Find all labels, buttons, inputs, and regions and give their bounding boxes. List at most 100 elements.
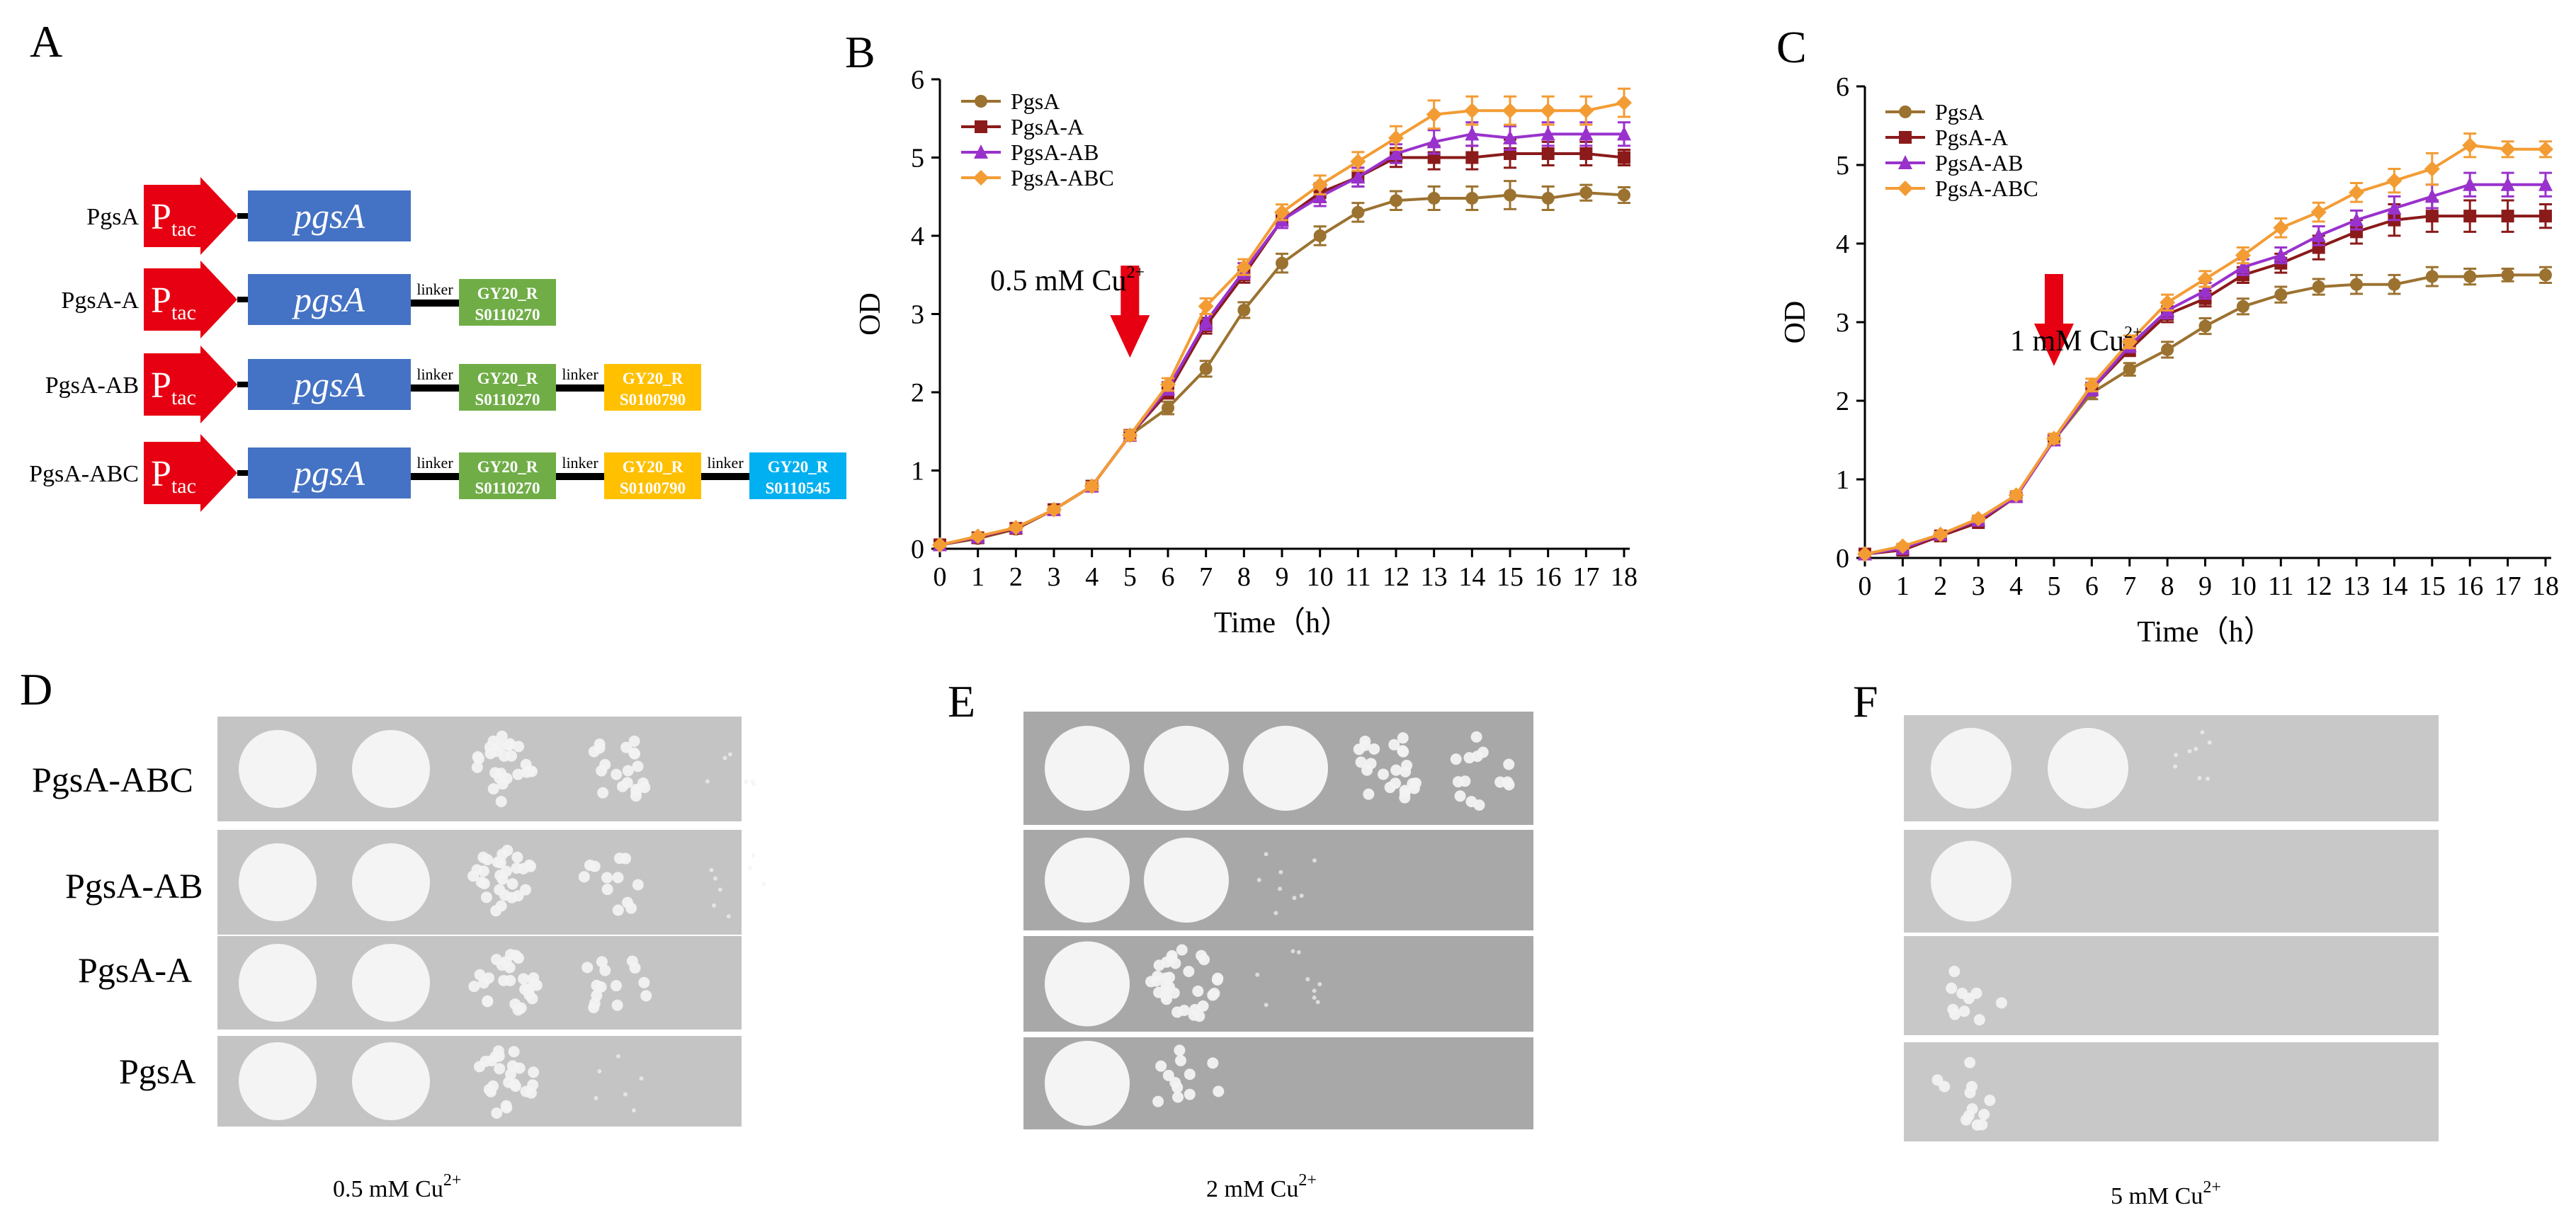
condition-prefix-e: 2 mM Cu <box>1206 1176 1298 1202</box>
data-point <box>1504 188 1516 202</box>
data-point <box>2084 377 2100 393</box>
colony <box>610 980 622 992</box>
data-point <box>1198 314 1213 329</box>
colony <box>1152 1095 1164 1107</box>
promoter-label: Ptac <box>151 280 196 324</box>
x-tick-label: 16 <box>1535 562 1562 592</box>
colony <box>497 873 509 885</box>
promoter-label: Ptac <box>151 365 196 409</box>
series-pgsa-ab <box>1858 171 2553 561</box>
data-point <box>2236 300 2249 313</box>
colony <box>1964 1056 1976 1068</box>
colony <box>1966 1103 1978 1115</box>
colony <box>1192 985 1204 997</box>
colony <box>499 889 511 901</box>
colony <box>494 1063 506 1075</box>
data-point <box>2198 319 2212 333</box>
colony <box>1939 1081 1951 1093</box>
data-point <box>1503 130 1517 144</box>
series-pgsa-abc <box>1857 132 2553 562</box>
colony <box>526 993 538 1005</box>
colony <box>1197 1000 1209 1012</box>
annotation-arrow <box>2033 273 2074 366</box>
colony <box>611 768 623 780</box>
plate-strip <box>217 936 742 1030</box>
colony <box>1273 911 1278 916</box>
colony <box>632 879 644 891</box>
colony-spot <box>1243 726 1328 811</box>
data-point <box>1312 188 1327 203</box>
colony <box>483 1083 495 1095</box>
colony-spot <box>1931 728 2012 809</box>
legend-label: PgsA-A <box>1935 125 2008 150</box>
colony <box>761 882 766 887</box>
colony <box>519 984 531 996</box>
annotation-label-text: 0.5 mM Cu <box>990 265 1127 297</box>
colony <box>620 741 632 753</box>
data-point <box>1541 147 1555 160</box>
colony <box>1390 764 1402 776</box>
colony <box>504 738 516 750</box>
colony <box>1296 950 1301 954</box>
colony <box>638 976 650 988</box>
data-point <box>2273 220 2289 236</box>
gene-label: pgsA <box>292 453 365 493</box>
condition-label-f: 5 mM Cu2+ <box>2111 1178 2221 1209</box>
data-point <box>2311 227 2326 242</box>
x-tick-label: 14 <box>2381 571 2407 601</box>
data-point <box>2462 137 2478 154</box>
colony <box>1388 739 1400 751</box>
plate-background <box>1904 1042 2439 1141</box>
y-tick-label: 5 <box>1836 151 1849 181</box>
colony <box>513 952 525 964</box>
condition-prefix-d: 0.5 mM Cu <box>333 1176 443 1202</box>
y-tick-label: 2 <box>911 378 924 408</box>
colony <box>1477 746 1489 758</box>
linker-label: linker <box>707 454 744 472</box>
colony <box>482 996 494 1008</box>
colony <box>468 981 480 993</box>
data-point <box>2539 210 2552 223</box>
fusion-tag-box <box>604 364 701 411</box>
colony <box>1450 753 1462 765</box>
colony-spot <box>1045 1041 1130 1126</box>
x-tick-label: 15 <box>1497 562 1524 592</box>
data-point <box>2463 176 2478 191</box>
colony <box>520 884 532 896</box>
condition-label-d: 0.5 mM Cu2+ <box>333 1171 461 1202</box>
colony-spot <box>2048 728 2128 809</box>
colony <box>483 972 495 984</box>
condition-sup-d: 2+ <box>443 1171 462 1190</box>
colony <box>1290 949 1295 954</box>
data-point <box>1199 362 1213 375</box>
colony <box>1368 743 1380 755</box>
data-point <box>1160 376 1176 392</box>
data-point <box>1579 126 1594 141</box>
colony <box>497 848 509 860</box>
legend-label: PgsA <box>1011 89 1060 114</box>
data-point <box>2235 259 2250 274</box>
plate-strip <box>1023 936 1533 1032</box>
data-point <box>2501 268 2514 282</box>
colony <box>631 1108 636 1113</box>
panel-letter-f: F <box>1853 676 1878 726</box>
colony <box>500 1100 512 1112</box>
y-tick-label: 2 <box>1836 387 1849 416</box>
promoter-label-main: P <box>151 280 171 321</box>
colony <box>523 765 535 777</box>
data-point <box>1312 177 1328 193</box>
colony <box>467 870 480 882</box>
y-tick-label: 0 <box>1836 544 1849 574</box>
colony <box>1958 1005 1970 1017</box>
data-point <box>2197 270 2213 287</box>
panel-f-plates: F 5 mM Cu2+ <box>1853 676 2439 1209</box>
colony-spot <box>239 1042 317 1120</box>
x-tick-label: 9 <box>2198 571 2212 601</box>
colony <box>2205 776 2210 781</box>
data-point <box>2424 188 2439 203</box>
data-point <box>1970 511 1987 527</box>
colony <box>1256 877 1261 882</box>
colony <box>727 752 732 757</box>
fusion-tag-box <box>604 452 701 499</box>
colony <box>1365 758 1377 770</box>
